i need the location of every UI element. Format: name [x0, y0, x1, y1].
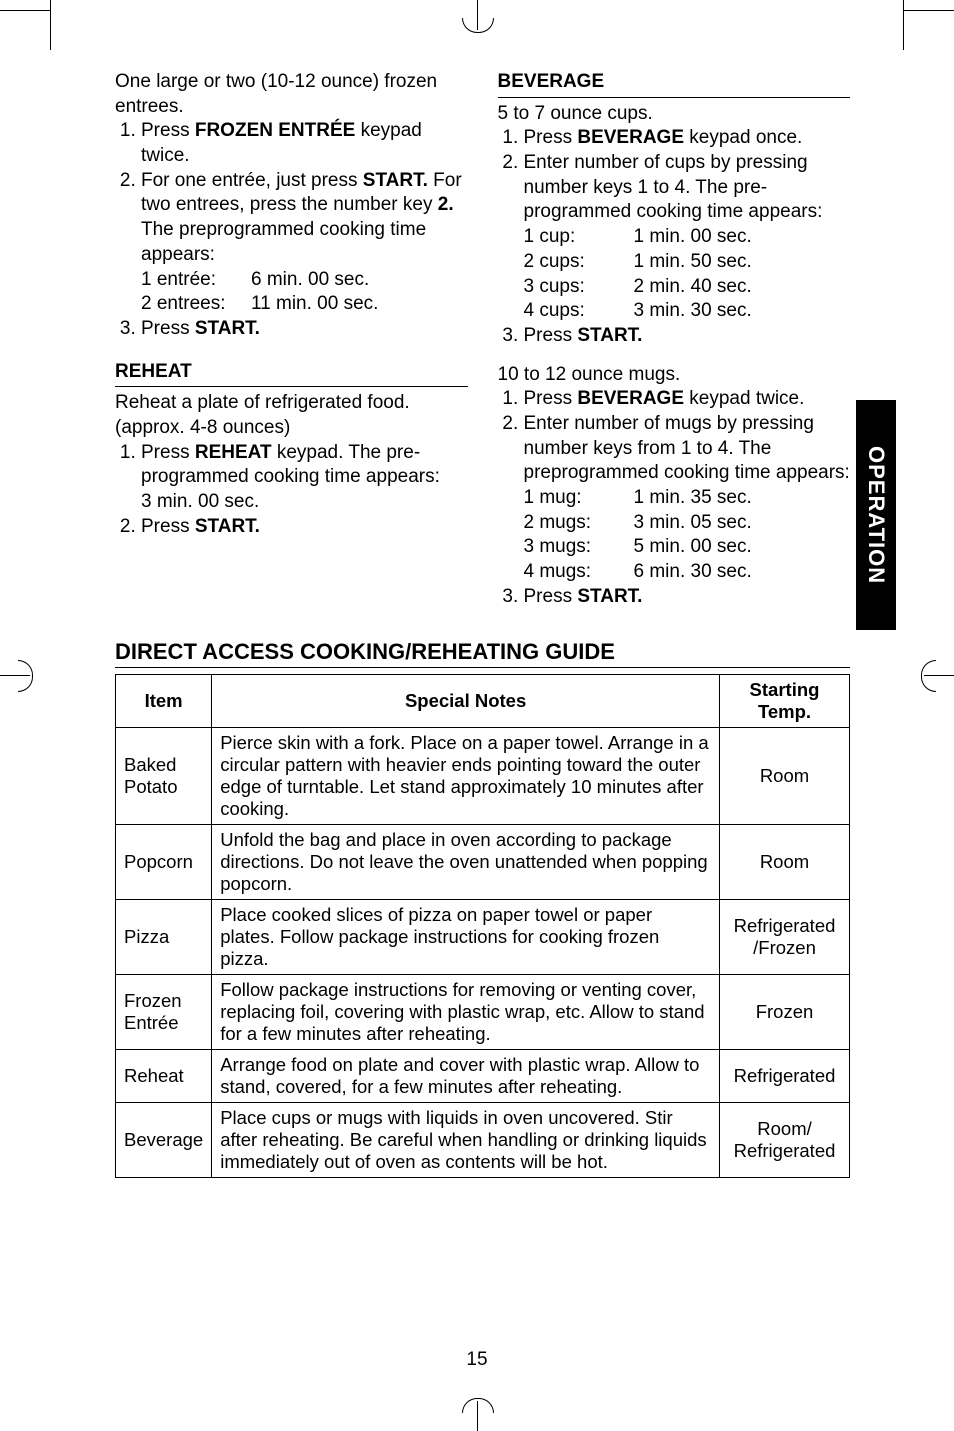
txt-bold: BEVERAGE: [577, 127, 684, 148]
time-label: 2 cups:: [524, 250, 634, 275]
time-label: 4 mugs:: [524, 560, 634, 585]
mugs-step-2: Enter number of mugs by pressing number …: [524, 412, 851, 585]
txt: Press: [141, 516, 195, 537]
txt: Enter number of mugs by pressing number …: [524, 413, 850, 483]
txt: Press: [524, 388, 578, 409]
time-val: 5 min. 00 sec.: [634, 535, 851, 560]
mugs-intro: 10 to 12 ounce mugs.: [498, 363, 851, 388]
txt: Temp.: [758, 701, 811, 722]
cell-notes: Place cups or mugs with liquids in oven …: [212, 1103, 720, 1178]
time-val: 2 min. 40 sec.: [634, 275, 851, 300]
guide-title: DIRECT ACCESS COOKING/REHEATING GUIDE: [115, 639, 850, 668]
txt-bold: BEVERAGE: [577, 388, 684, 409]
cell-temp: Room: [720, 728, 850, 825]
beverage-heading: BEVERAGE: [498, 70, 851, 98]
time-label: 2 mugs:: [524, 511, 634, 536]
txt: For one entrée, just press: [141, 170, 363, 191]
txt: Enter number of cups by pressing number …: [524, 152, 823, 222]
cell-notes: Arrange food on plate and cover with pla…: [212, 1050, 720, 1103]
txt-bold: START.: [195, 516, 260, 537]
table-row: PizzaPlace cooked slices of pizza on pap…: [116, 900, 850, 975]
table-row: Frozen EntréeFollow package instructions…: [116, 975, 850, 1050]
cell-notes: Place cooked slices of pizza on paper to…: [212, 900, 720, 975]
reheat-heading: REHEAT: [115, 360, 468, 388]
time-label: 1 mug:: [524, 486, 634, 511]
frozen-intro: One large or two (10-12 ounce) frozen en…: [115, 70, 468, 119]
time-val: 1 min. 35 sec.: [634, 486, 851, 511]
reheat-intro: Reheat a plate of refrigerated food. (ap…: [115, 391, 468, 440]
time-label: 1 cup:: [524, 225, 634, 250]
time-val: 11 min. 00 sec.: [251, 292, 468, 317]
txt-bold: START.: [577, 586, 642, 607]
txt: keypad once.: [684, 127, 802, 148]
table-row: Baked PotatoPierce skin with a fork. Pla…: [116, 728, 850, 825]
txt: Press: [524, 586, 578, 607]
cups-step-1: Press BEVERAGE keypad once.: [524, 126, 851, 151]
mugs-step-3: Press START.: [524, 585, 851, 610]
txt: Press: [141, 120, 195, 141]
txt: Press: [524, 127, 578, 148]
left-column: One large or two (10-12 ounce) frozen en…: [115, 70, 468, 609]
side-tab: OPERATION: [856, 400, 896, 630]
table-row: ReheatArrange food on plate and cover wi…: [116, 1050, 850, 1103]
time-val: 6 min. 00 sec.: [251, 268, 468, 293]
time-val: 3 min. 30 sec.: [634, 299, 851, 324]
time-label: 1 entrée:: [141, 268, 251, 293]
right-column: BEVERAGE 5 to 7 ounce cups. Press BEVERA…: [498, 70, 851, 609]
cell-item: Popcorn: [116, 825, 212, 900]
cell-notes: Follow package instructions for removing…: [212, 975, 720, 1050]
cups-step-3: Press START.: [524, 324, 851, 349]
frozen-step-3: Press START.: [141, 317, 468, 342]
col-header-temp: StartingTemp.: [720, 675, 850, 728]
txt-bold: START.: [195, 318, 260, 339]
cell-temp: Refrigerated /Frozen: [720, 900, 850, 975]
frozen-step-2: For one entrée, just press START. For tw…: [141, 169, 468, 317]
cell-item: Reheat: [116, 1050, 212, 1103]
cell-notes: Pierce skin with a fork. Place on a pape…: [212, 728, 720, 825]
txt-bold: FROZEN ENTRÉE: [195, 120, 355, 141]
table-row: BeveragePlace cups or mugs with liquids …: [116, 1103, 850, 1178]
cups-intro: 5 to 7 ounce cups.: [498, 102, 851, 127]
txt-bold: START.: [363, 170, 428, 191]
reheat-step-2: Press START.: [141, 515, 468, 540]
cell-item: Pizza: [116, 900, 212, 975]
cell-item: Beverage: [116, 1103, 212, 1178]
time-val: 1 min. 00 sec.: [634, 225, 851, 250]
frozen-step-1: Press FROZEN ENTRÉE keypad twice.: [141, 119, 468, 168]
cell-item: Frozen Entrée: [116, 975, 212, 1050]
cell-notes: Unfold the bag and place in oven accordi…: [212, 825, 720, 900]
col-header-notes: Special Notes: [212, 675, 720, 728]
guide-table: Item Special Notes StartingTemp. Baked P…: [115, 674, 850, 1178]
txt: Press: [141, 442, 195, 463]
table-row: PopcornUnfold the bag and place in oven …: [116, 825, 850, 900]
cell-temp: Frozen: [720, 975, 850, 1050]
col-header-item: Item: [116, 675, 212, 728]
time-val: 3 min. 05 sec.: [634, 511, 851, 536]
cell-temp: Refrigerated: [720, 1050, 850, 1103]
txt-bold: START.: [577, 325, 642, 346]
txt: Starting: [750, 679, 820, 700]
mugs-step-1: Press BEVERAGE keypad twice.: [524, 387, 851, 412]
txt: keypad twice.: [684, 388, 804, 409]
page-number: 15: [466, 1349, 487, 1371]
time-val: 6 min. 30 sec.: [634, 560, 851, 585]
time-label: 2 entrees:: [141, 292, 251, 317]
cups-step-2: Enter number of cups by pressing number …: [524, 151, 851, 324]
time-label: 3 cups:: [524, 275, 634, 300]
txt: The preprogrammed cooking time appears:: [141, 218, 468, 267]
txt: Press: [141, 318, 195, 339]
reheat-step-1: Press REHEAT keypad. The pre-programmed …: [141, 441, 468, 515]
txt-bold: 2.: [438, 194, 454, 215]
cell-item: Baked Potato: [116, 728, 212, 825]
time-label: 3 mugs:: [524, 535, 634, 560]
time-label: 4 cups:: [524, 299, 634, 324]
txt-bold: REHEAT: [195, 442, 272, 463]
cell-temp: Room: [720, 825, 850, 900]
time-val: 1 min. 50 sec.: [634, 250, 851, 275]
cell-temp: Room/ Refrigerated: [720, 1103, 850, 1178]
txt: Press: [524, 325, 578, 346]
txt: 3 min. 00 sec.: [141, 490, 468, 515]
